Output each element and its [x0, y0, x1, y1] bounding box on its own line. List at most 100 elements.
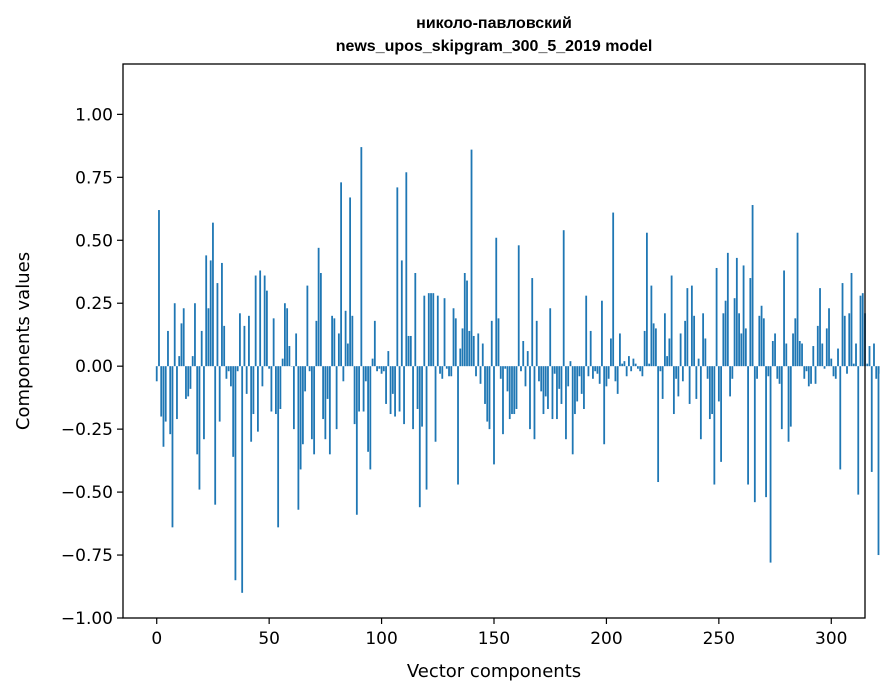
- bar-158: [511, 366, 513, 415]
- bar-155: [504, 366, 507, 369]
- bar-102: [385, 366, 387, 404]
- bar-55: [279, 366, 282, 409]
- bar-105: [391, 366, 394, 394]
- bar-22: [205, 255, 208, 367]
- bar-166: [529, 366, 531, 430]
- bar-247: [711, 366, 713, 415]
- bar-97: [373, 320, 376, 367]
- bar-276: [776, 366, 779, 379]
- bar-288: [803, 366, 806, 379]
- bar-6: [169, 366, 172, 435]
- bar-118: [421, 366, 423, 427]
- bar-117: [418, 366, 421, 508]
- bar-90: [358, 366, 360, 412]
- bar-45: [257, 366, 259, 432]
- bar-109: [400, 260, 403, 367]
- bar-57: [283, 303, 286, 367]
- bar-79: [333, 318, 336, 367]
- bar-3: [162, 366, 165, 447]
- bar-75: [324, 366, 327, 440]
- bar-320: [875, 366, 878, 379]
- bar-268: [758, 315, 761, 367]
- bar-309: [850, 273, 853, 367]
- bar-125: [436, 295, 439, 367]
- bar-311: [855, 343, 857, 367]
- bar-144: [479, 366, 482, 384]
- bar-194: [592, 366, 594, 379]
- bar-62: [295, 333, 298, 367]
- bar-263: [747, 366, 749, 485]
- bar-54: [277, 366, 280, 528]
- bar-161: [517, 245, 520, 367]
- bar-12: [182, 308, 185, 367]
- bar-34: [232, 366, 235, 457]
- bar-191: [585, 295, 588, 367]
- bar-236: [686, 288, 689, 367]
- y-tick-label: 0.75: [75, 168, 113, 188]
- bar-262: [744, 328, 747, 367]
- bar-321: [877, 366, 880, 556]
- x-tick-label: 250: [703, 629, 735, 649]
- bar-113: [409, 335, 412, 367]
- y-tick-label: 0.25: [75, 294, 113, 314]
- bar-258: [735, 257, 738, 367]
- bar-145: [481, 343, 484, 367]
- bar-162: [520, 366, 522, 372]
- bar-122: [430, 293, 432, 367]
- bar-243: [702, 313, 705, 367]
- bar-165: [526, 351, 529, 367]
- bar-82: [340, 182, 342, 367]
- bar-163: [522, 341, 525, 367]
- bar-72: [317, 247, 320, 367]
- bar-293: [814, 366, 817, 384]
- bar-124: [434, 366, 437, 442]
- bar-66: [304, 366, 307, 392]
- bar-223: [657, 366, 660, 483]
- bar-192: [587, 366, 590, 377]
- bar-302: [834, 366, 837, 379]
- bar-261: [742, 265, 745, 367]
- bar-297: [823, 366, 826, 369]
- bar-209: [625, 366, 628, 377]
- bar-197: [598, 366, 601, 384]
- x-tick-label: 150: [478, 629, 510, 649]
- bar-189: [580, 366, 583, 394]
- bar-47: [261, 366, 264, 387]
- bar-230: [672, 366, 675, 415]
- bar-150: [493, 366, 495, 465]
- bar-32: [227, 366, 230, 372]
- y-tick-label: −0.50: [61, 483, 113, 503]
- bar-278: [780, 366, 783, 430]
- bar-111: [405, 172, 408, 367]
- y-axis-ticks: −1.00 −0.75 −0.50 −0.25 0.00 0.25 0.50 0.75 1.00: [61, 105, 123, 629]
- bar-5: [167, 330, 169, 367]
- bar-299: [828, 308, 830, 367]
- bar-35: [234, 366, 237, 581]
- bar-160: [515, 366, 518, 409]
- bar-245: [706, 366, 709, 379]
- bar-319: [873, 343, 875, 367]
- bar-220: [650, 285, 653, 367]
- bar-19: [198, 366, 201, 490]
- bar-244: [704, 338, 707, 367]
- bar-234: [681, 366, 684, 382]
- bar-292: [812, 346, 815, 367]
- bar-201: [607, 366, 610, 379]
- bar-229: [670, 275, 673, 367]
- bar-37: [239, 313, 241, 367]
- bar-121: [427, 293, 430, 367]
- bar-78: [331, 315, 334, 367]
- bar-127: [441, 366, 444, 379]
- bar-44: [254, 275, 257, 367]
- bar-277: [778, 366, 781, 384]
- bar-252: [722, 313, 725, 367]
- bar-301: [832, 366, 835, 377]
- bar-4: [164, 366, 167, 422]
- bar-46: [259, 270, 262, 367]
- bar-269: [760, 305, 763, 367]
- bar-239: [693, 315, 696, 367]
- bar-228: [668, 338, 671, 367]
- bar-42: [250, 366, 253, 442]
- y-tick-label: 0.00: [75, 357, 113, 377]
- bar-33: [230, 366, 232, 387]
